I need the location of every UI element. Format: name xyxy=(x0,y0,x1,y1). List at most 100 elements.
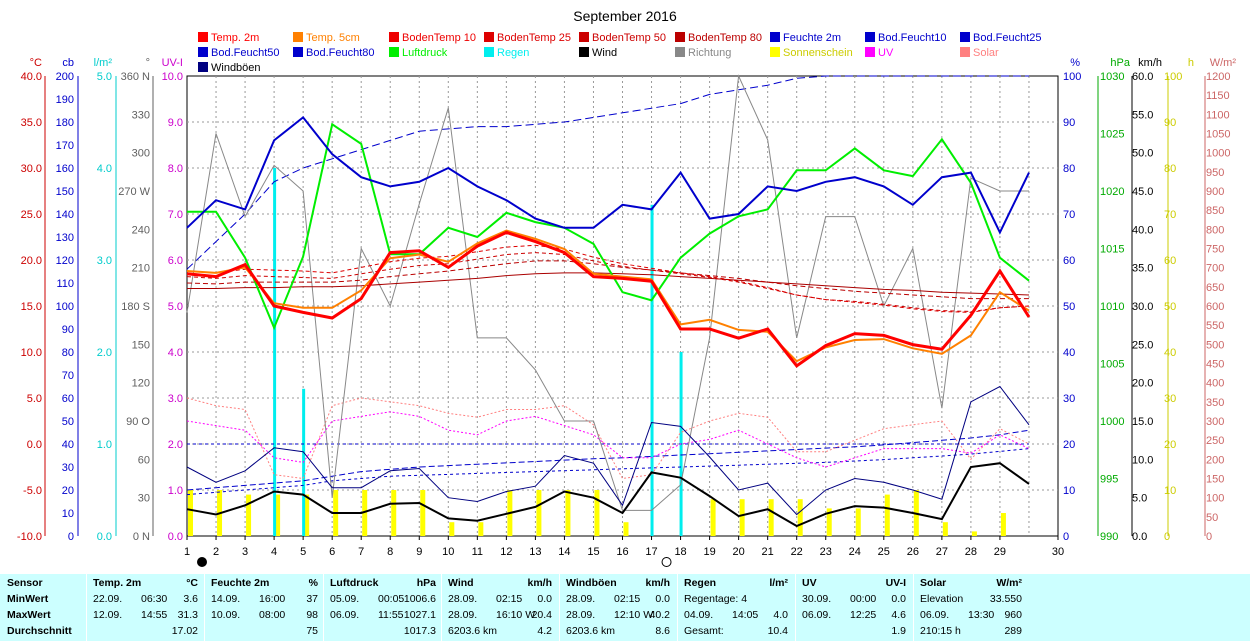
footer-press-header: Luftdruck xyxy=(330,577,379,589)
footer-hum-value: 98 xyxy=(306,609,318,621)
series-line-bodentemp-25 xyxy=(186,252,1030,313)
footer-column-divider xyxy=(323,574,324,641)
footer-gust-header: Windböen xyxy=(566,577,617,589)
axis-tick-label: 950 xyxy=(1206,167,1224,179)
axis-tick-label: 330 xyxy=(132,109,150,121)
axis-unit-label: l/m² xyxy=(94,57,113,69)
legend-swatch xyxy=(960,32,970,42)
footer-press-time: 00:05 xyxy=(378,593,405,605)
legend-label: BodenTemp 80 xyxy=(688,32,762,44)
axis-tick-label: 1.0 xyxy=(97,439,112,451)
footer-wind-date: 6203.6 km xyxy=(448,625,498,637)
footer-rain-header: Regen xyxy=(684,577,717,589)
footer-solar-value: 289 xyxy=(1004,625,1022,637)
series-line-bodentemp-80 xyxy=(187,272,1030,296)
legend-swatch xyxy=(770,47,780,57)
axis-tick-label: 35.0 xyxy=(21,117,42,129)
axis-tick-label: 30 xyxy=(1063,393,1075,405)
footer-press-value: 1006.6 xyxy=(403,593,436,605)
axis-tick-label: 750 xyxy=(1206,244,1224,256)
footer-temp-date: 12.09. xyxy=(93,609,123,621)
axis-tick-label: 1010 xyxy=(1100,301,1124,313)
axis-tick-label: 210 xyxy=(132,263,150,275)
axis-tick-label: 5.0 xyxy=(97,71,112,83)
footer-rain-date: 04.09. xyxy=(684,609,714,621)
axis-tick-label: -5.0 xyxy=(23,485,42,497)
footer-uv-value: 0.0 xyxy=(891,593,906,605)
x-tick-label: 7 xyxy=(358,546,364,558)
axis-tick-label: 3.0 xyxy=(97,255,112,267)
axis-tick-label: 20.0 xyxy=(21,255,42,267)
axis-tick-label: 180 xyxy=(56,117,74,129)
x-tick-label: 26 xyxy=(907,546,919,558)
footer-temp-value: 31.3 xyxy=(177,609,198,621)
sunshine-bar xyxy=(188,490,193,536)
axis-tick-label: 20.0 xyxy=(1132,378,1153,390)
axis-tick-label: 50 xyxy=(1063,301,1075,313)
footer-wind-unit: km/h xyxy=(527,577,552,589)
footer-hum-value: 75 xyxy=(306,625,318,637)
x-tick-label: 19 xyxy=(703,546,715,558)
axis-tick-label: -10.0 xyxy=(17,531,42,543)
footer-gust-time: 12:10 W xyxy=(614,609,654,621)
sunshine-bar xyxy=(536,490,542,536)
axis-tick-label: 10 xyxy=(1164,485,1176,497)
axis-tick-label: 25.0 xyxy=(21,209,42,221)
x-tick-label: 3 xyxy=(242,546,248,558)
footer-temp-time: 06:30 xyxy=(141,593,168,605)
series-line-wind xyxy=(186,462,1030,528)
axis-tick-label: 5.0 xyxy=(27,393,42,405)
statistics-footer: Sensor MinWert MaxWert Durchschnitt Temp. 2m… xyxy=(0,574,1250,641)
footer-solar-header: Solar xyxy=(920,577,947,589)
footer-solar-date: Elevation xyxy=(920,593,964,605)
axis-tick-label: 1015 xyxy=(1100,244,1124,256)
series-line-bodentemp-50 xyxy=(186,260,1029,300)
x-tick-label: 11 xyxy=(472,546,483,558)
series-line-temp-5cm xyxy=(186,229,1030,363)
axis-tick-label: 60 xyxy=(1063,255,1075,267)
axis-tick-label: 500 xyxy=(1206,339,1224,351)
footer-gust-value: 40.2 xyxy=(649,609,670,621)
footer-wind-date: 28.09. xyxy=(448,593,478,605)
x-tick-label: 1 xyxy=(184,546,190,558)
axis-unit-label: UV-I xyxy=(162,57,183,69)
footer-temp-value: 17.02 xyxy=(171,625,198,637)
axis-tick-label: 1000 xyxy=(1206,148,1230,160)
x-tick-label: 6 xyxy=(329,546,335,558)
axis-tick-label: 0 xyxy=(68,531,74,543)
x-tick-label: 2 xyxy=(213,546,219,558)
footer-wind-value: 0.0 xyxy=(537,593,552,605)
axis-tick-label: 0.0 xyxy=(1132,531,1147,543)
legend-swatch xyxy=(675,47,685,57)
sunshine-bar xyxy=(478,522,484,536)
footer-wind-header: Wind xyxy=(448,577,474,589)
new-moon-icon xyxy=(197,557,207,567)
x-tick-label: 5 xyxy=(300,546,306,558)
footer-gust-value: 8.6 xyxy=(655,625,670,637)
sunshine-bar xyxy=(710,499,716,536)
x-tick-label: 18 xyxy=(674,546,686,558)
sunshine-bar xyxy=(391,490,397,536)
axis-tick-label: 9.0 xyxy=(168,117,183,129)
footer-press-unit: hPa xyxy=(416,577,436,589)
sunshine-bar xyxy=(420,490,426,536)
axis-unit-label: hPa xyxy=(1110,57,1130,69)
axis-tick-label: 1030 xyxy=(1100,71,1124,83)
footer-wind-value: 4.2 xyxy=(537,625,552,637)
footer-rain-date: Regentage: 4 xyxy=(684,593,748,605)
axis-tick-label: 550 xyxy=(1206,320,1224,332)
legend-label: Richtung xyxy=(688,47,731,59)
footer-rain-value: 10.4 xyxy=(767,625,788,637)
x-tick-label: 17 xyxy=(645,546,657,558)
legend-swatch xyxy=(960,47,970,57)
axis-tick-label: 1020 xyxy=(1100,186,1124,198)
footer-temp-date: 22.09. xyxy=(93,593,123,605)
axis-tick-label: 0.0 xyxy=(168,531,183,543)
axis-tick-label: 650 xyxy=(1206,282,1224,294)
axis-tick-label: 100 xyxy=(1164,71,1182,83)
footer-solar-date: 06.09. xyxy=(920,609,950,621)
axis-tick-label: 140 xyxy=(56,209,74,221)
axis-tick-label: 15.0 xyxy=(21,301,42,313)
footer-hum-value: 37 xyxy=(306,593,318,605)
x-tick-label: 27 xyxy=(936,546,948,558)
